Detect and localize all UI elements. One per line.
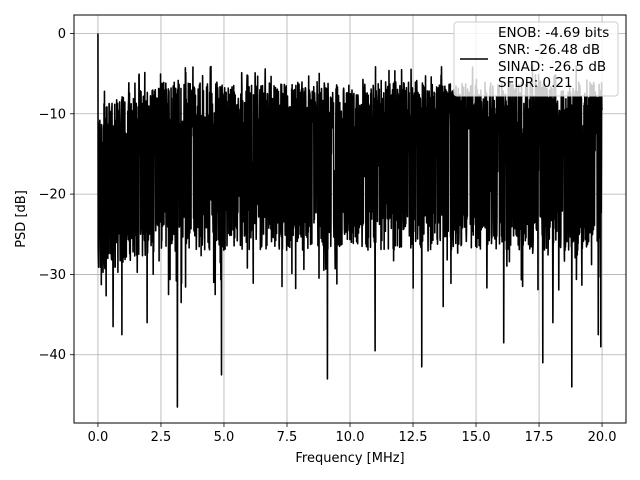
- legend-box: [453, 21, 619, 97]
- x-axis-label: Frequency [MHz]: [295, 451, 404, 466]
- y-tick-label: −40: [39, 348, 66, 363]
- x-tick-label: 2.5: [151, 430, 172, 445]
- y-tick-label: 0: [58, 27, 66, 42]
- legend-enob: ENOB: -4.69 bits: [498, 25, 609, 41]
- legend: ENOB: -4.69 bits SNR: -26.48 dB SINAD: -…: [453, 21, 619, 97]
- x-tick-label: 0.0: [88, 430, 109, 445]
- y-tick-label: −20: [39, 188, 66, 203]
- x-tick-label: 12.5: [399, 430, 428, 445]
- legend-snr: SNR: -26.48 dB: [498, 42, 600, 58]
- y-axis-label: PSD [dB]: [14, 190, 29, 248]
- x-tick-label: 7.5: [277, 430, 298, 445]
- psd-series-line: [97, 33, 603, 408]
- x-tick-label: 5.0: [214, 430, 235, 445]
- x-tick-label: 17.5: [525, 430, 554, 445]
- x-tick-label: 15.0: [462, 430, 491, 445]
- y-tick-label: −10: [39, 107, 66, 122]
- x-tick-label: 20.0: [588, 430, 617, 445]
- legend-sinad: SINAD: -26.5 dB: [498, 59, 606, 75]
- y-tick-label: −30: [39, 268, 66, 283]
- legend-sfdr: SFDR: 0.21: [498, 75, 573, 91]
- x-axis-ticks: 0.0 2.5 5.0 7.5 10.0 12.5 15.0 17.5 20.0: [88, 423, 617, 445]
- y-axis-ticks: 0 −10 −20 −30 −40: [39, 27, 74, 363]
- x-tick-label: 10.0: [336, 430, 365, 445]
- plot-data-area: [97, 33, 603, 408]
